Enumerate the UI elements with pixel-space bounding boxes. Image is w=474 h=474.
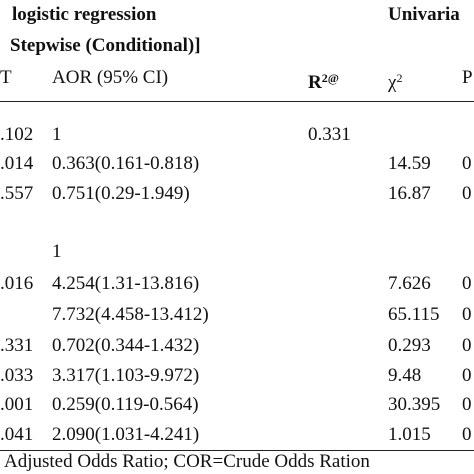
- table-cell: 2.090(1.031-4.241): [52, 424, 200, 445]
- footnote: Adjusted Odds Ratio; COR=Crude Odds Rati…: [4, 451, 370, 472]
- table-cell: 0: [462, 153, 472, 174]
- column-header-text: AOR (95% CI): [52, 67, 169, 88]
- column-header: R2@: [308, 67, 339, 94]
- table-cell: 0.293: [388, 335, 431, 356]
- column-header: P: [462, 67, 473, 89]
- header-subtitle: Stepwise (Conditional)]: [10, 35, 201, 56]
- superscript: 2@: [321, 71, 339, 85]
- table-cell: .331: [0, 335, 34, 356]
- column-header: χ2: [388, 67, 402, 94]
- rule: [0, 101, 474, 102]
- column-header-text: T: [0, 67, 12, 88]
- table-cell: .033: [0, 365, 34, 386]
- table-cell: 3.317(1.103-9.972): [52, 365, 200, 386]
- table-cell: 0: [462, 394, 472, 415]
- column-header: AOR (95% CI): [52, 67, 168, 89]
- table-cell: 16.87: [388, 183, 431, 204]
- table-cell: .102: [0, 124, 34, 145]
- table-cell: 4.254(1.31-13.816): [52, 273, 200, 294]
- table-cell: 0.259(0.119-0.564): [52, 394, 199, 415]
- table-cell: 1: [52, 124, 62, 145]
- table-cell: 1.015: [388, 424, 431, 445]
- table-cell: 0: [462, 183, 472, 204]
- table-cell: 0: [462, 335, 472, 356]
- table-cell: 0: [462, 273, 472, 294]
- rule: [0, 450, 474, 451]
- table-cell: 0.363(0.161-0.818): [52, 153, 200, 174]
- table-cell: 65.115: [388, 304, 440, 325]
- table-cell: 0.702(0.344-1.432): [52, 335, 200, 356]
- table-cell: 1: [52, 241, 62, 262]
- column-header-text: P: [462, 67, 473, 88]
- column-header-text: R: [308, 72, 322, 93]
- table-cell: 0.331: [308, 124, 351, 145]
- table-cell: .014: [0, 153, 34, 174]
- column-header-text: χ: [388, 72, 397, 93]
- header-title: logistic regression: [12, 4, 157, 25]
- table-cell: 9.48: [388, 365, 422, 386]
- column-header: T: [0, 67, 12, 89]
- table-cell: 0: [462, 365, 472, 386]
- superscript: 2: [396, 71, 403, 85]
- table-cell: .041: [0, 424, 34, 445]
- table-cell: .016: [0, 273, 34, 294]
- table-cell: 0: [462, 304, 472, 325]
- table-cell: 0: [462, 424, 472, 445]
- header-title: Univaria: [388, 4, 460, 25]
- table-cell: 7.732(4.458-13.412): [52, 304, 209, 325]
- table-cell: 7.626: [388, 273, 431, 294]
- table-cell: 30.395: [388, 394, 441, 415]
- table-cell: 14.59: [388, 153, 431, 174]
- table-cell: 0.751(0.29-1.949): [52, 183, 190, 204]
- table-cell: .557: [0, 183, 34, 204]
- table-cell: .001: [0, 394, 34, 415]
